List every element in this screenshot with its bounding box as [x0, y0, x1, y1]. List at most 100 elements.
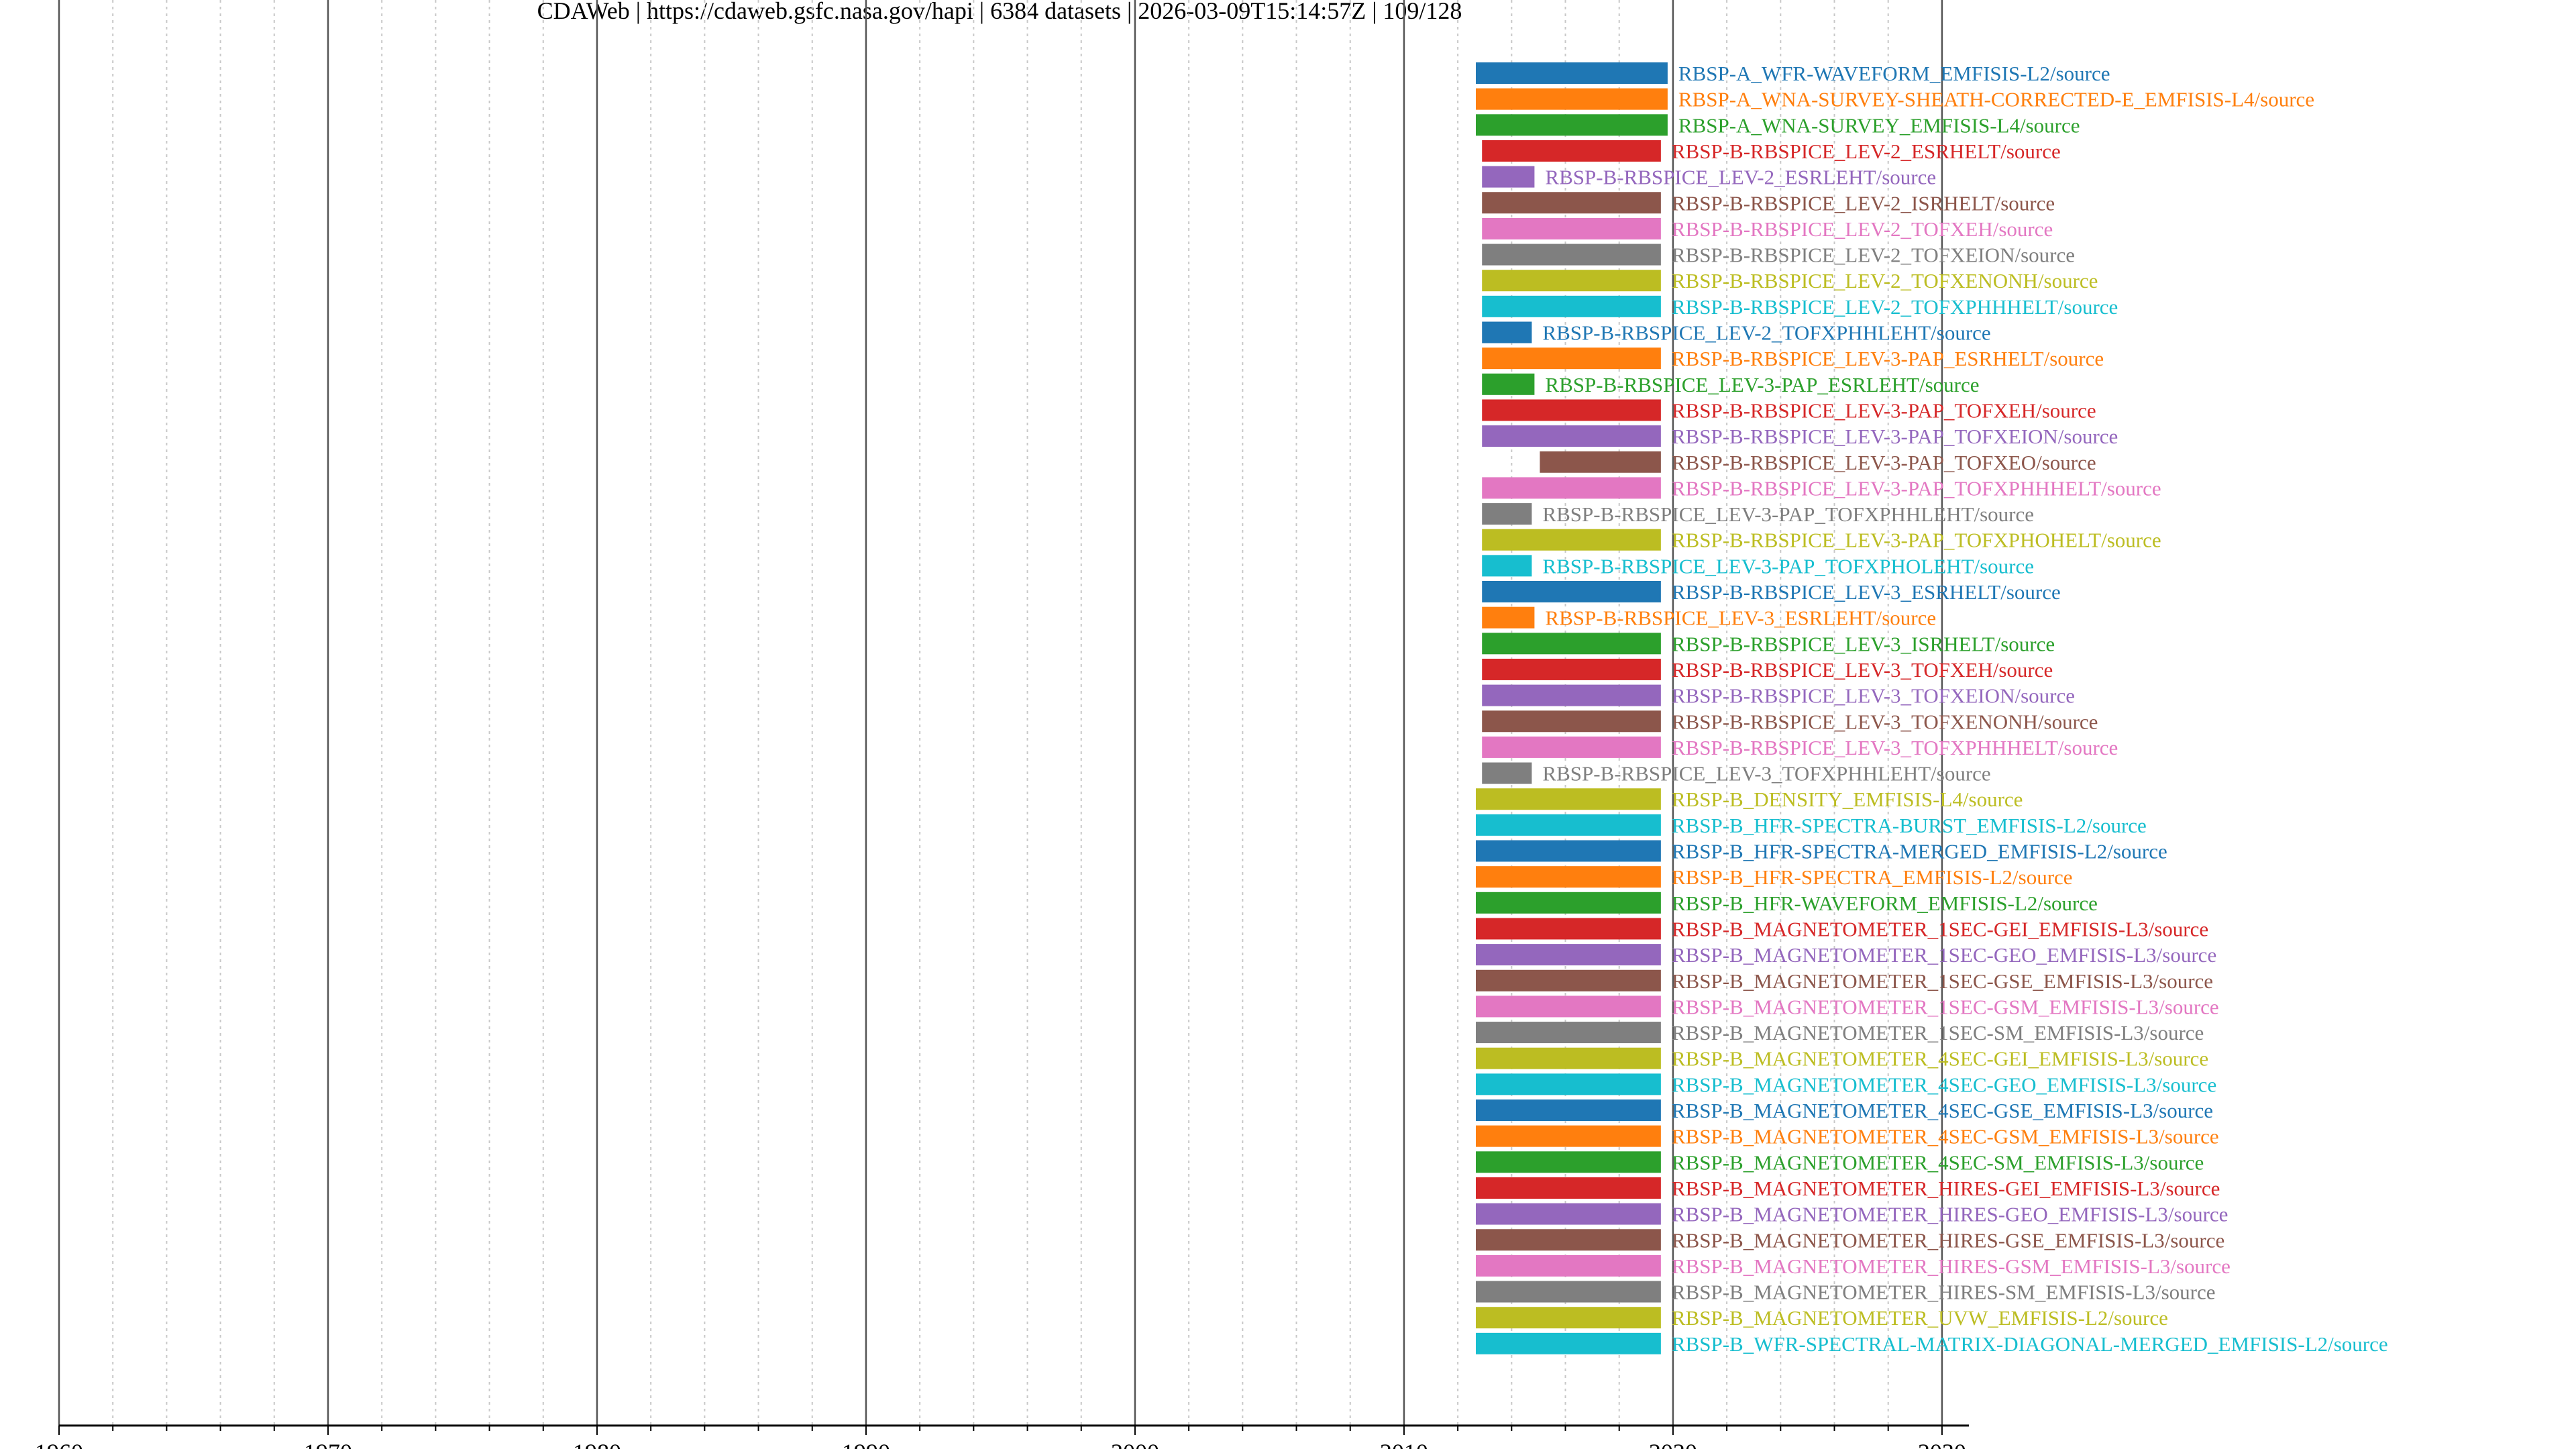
- bar-label: RBSP-B-RBSPICE_LEV-3-PAP_TOFXPHHHELT/sou…: [1672, 476, 2161, 500]
- bar-label: RBSP-B_MAGNETOMETER_4SEC-GSM_EMFISIS-L3/…: [1672, 1125, 2219, 1148]
- timeline-bar: [1475, 1177, 1661, 1199]
- bar-label: RBSP-B-RBSPICE_LEV-2_TOFXPHHHELT/source: [1672, 295, 2118, 319]
- bar-label: RBSP-B-RBSPICE_LEV-3-PAP_TOFXPHOLEHT/sou…: [1542, 554, 2034, 578]
- timeline-bar: [1475, 62, 1668, 84]
- timeline-bar: [1482, 321, 1532, 343]
- timeline-bar: [1475, 892, 1661, 914]
- bar-label: RBSP-B_MAGNETOMETER_HIRES-SM_EMFISIS-L3/…: [1672, 1281, 2216, 1304]
- x-tick-label: 2000: [1111, 1439, 1159, 1449]
- bar-label: RBSP-B-RBSPICE_LEV-3_TOFXENONH/source: [1672, 710, 2098, 733]
- x-tick-label: 2030: [1918, 1439, 1966, 1449]
- bar-label: RBSP-B_HFR-SPECTRA-BURST_EMFISIS-L2/sour…: [1672, 814, 2147, 837]
- bar-label: RBSP-B-RBSPICE_LEV-3-PAP_TOFXPHOHELT/sou…: [1672, 529, 2161, 552]
- timeline-bar: [1482, 581, 1661, 602]
- bar-label: RBSP-B_MAGNETOMETER_HIRES-GSE_EMFISIS-L3…: [1672, 1228, 2224, 1252]
- bar-label: RBSP-B-RBSPICE_LEV-3_TOFXPHHHELT/source: [1672, 736, 2118, 759]
- bar-label: RBSP-B_MAGNETOMETER_4SEC-GSE_EMFISIS-L3/…: [1672, 1099, 2213, 1122]
- bar-label: RBSP-B-RBSPICE_LEV-3-PAP_TOFXEION/source: [1672, 425, 2118, 448]
- bar-label: RBSP-B_MAGNETOMETER_1SEC-GSM_EMFISIS-L3/…: [1672, 995, 2219, 1018]
- bar-label: RBSP-B-RBSPICE_LEV-3_ISRHELT/source: [1672, 632, 2055, 655]
- timeline-bar: [1482, 529, 1661, 551]
- timeline-bar: [1482, 503, 1532, 525]
- x-tick-label: 1990: [842, 1439, 890, 1449]
- bar-label: RBSP-B_MAGNETOMETER_1SEC-GSE_EMFISIS-L3/…: [1672, 969, 2213, 993]
- timeline-bar: [1475, 1229, 1661, 1251]
- bar-label: RBSP-B_MAGNETOMETER_4SEC-GEO_EMFISIS-L3/…: [1672, 1073, 2216, 1096]
- timeline-bar: [1475, 814, 1661, 836]
- bar-label: RBSP-A_WFR-WAVEFORM_EMFISIS-L2/source: [1678, 62, 2110, 85]
- bar-label: RBSP-B-RBSPICE_LEV-3-PAP_ESRLEHT/source: [1545, 373, 1979, 396]
- timeline-bar: [1482, 710, 1661, 733]
- bar-label: RBSP-B_MAGNETOMETER_HIRES-GSM_EMFISIS-L3…: [1672, 1254, 2231, 1278]
- bar-label: RBSP-B-RBSPICE_LEV-3-PAP_ESRHELT/source: [1672, 347, 2104, 370]
- timeline-bar: [1475, 840, 1661, 862]
- bar-label: RBSP-B_MAGNETOMETER_1SEC-GEO_EMFISIS-L3/…: [1672, 943, 2216, 967]
- timeline-bar: [1475, 866, 1661, 888]
- timeline-bar: [1475, 1281, 1661, 1303]
- timeline-bar: [1482, 399, 1661, 421]
- x-tick-label: 1960: [35, 1439, 83, 1449]
- bars: [1475, 62, 1668, 1354]
- timeline-bar: [1475, 1307, 1661, 1329]
- bar-label: RBSP-B_MAGNETOMETER_UVW_EMFISIS-L2/sourc…: [1672, 1306, 2168, 1330]
- bar-label: RBSP-B-RBSPICE_LEV-2_ESRHELT/source: [1672, 140, 2061, 163]
- timeline-bar: [1482, 425, 1661, 447]
- timeline-bar: [1475, 1203, 1661, 1225]
- bar-label: RBSP-B_MAGNETOMETER_1SEC-GEI_EMFISIS-L3/…: [1672, 917, 2208, 941]
- timeline-bar: [1475, 1047, 1661, 1069]
- x-tick-label: 2010: [1380, 1439, 1428, 1449]
- x-tick-label: 1980: [573, 1439, 621, 1449]
- bar-label: RBSP-B-RBSPICE_LEV-3_TOFXPHHLEHT/source: [1542, 762, 1990, 786]
- x-axis: 1960 1970 1980 1990 2000 2010 2020 2030: [35, 1424, 1969, 1449]
- timeline-bar: [1482, 270, 1661, 292]
- bar-label: RBSP-A_WNA-SURVEY-SHEATH-CORRECTED-E_EMF…: [1678, 88, 2314, 111]
- timeline-bar: [1482, 477, 1661, 499]
- bar-label: RBSP-B_MAGNETOMETER_HIRES-GEI_EMFISIS-L3…: [1672, 1177, 2220, 1200]
- timeline-bar: [1475, 1151, 1661, 1173]
- x-tick-label: 1970: [304, 1439, 352, 1449]
- timeline-bar: [1482, 192, 1661, 214]
- bar-label: RBSP-B_HFR-SPECTRA-MERGED_EMFISIS-L2/sou…: [1672, 840, 2167, 863]
- bar-label: RBSP-B-RBSPICE_LEV-2_TOFXEH/source: [1672, 217, 2053, 241]
- bar-label: RBSP-A_WNA-SURVEY_EMFISIS-L4/source: [1678, 113, 2080, 137]
- bar-label: RBSP-B-RBSPICE_LEV-3-PAP_TOFXEO/source: [1672, 451, 2096, 474]
- timeline-bar: [1482, 373, 1535, 395]
- timeline-bar: [1482, 166, 1535, 188]
- bar-label: RBSP-B-RBSPICE_LEV-3_TOFXEH/source: [1672, 658, 2053, 682]
- bar-label: RBSP-B_WFR-SPECTRAL-MATRIX-DIAGONAL-MERG…: [1672, 1332, 2388, 1356]
- bar-label: RBSP-B_HFR-WAVEFORM_EMFISIS-L2/source: [1672, 892, 2098, 915]
- bar-label: RBSP-B_MAGNETOMETER_4SEC-GEI_EMFISIS-L3/…: [1672, 1047, 2208, 1071]
- bar-label: RBSP-B_MAGNETOMETER_4SEC-SM_EMFISIS-L3/s…: [1672, 1150, 2204, 1174]
- bar-label: RBSP-B-RBSPICE_LEV-2_ESRLEHT/source: [1545, 166, 1936, 189]
- bar-label: RBSP-B-RBSPICE_LEV-3_ESRHELT/source: [1672, 580, 2061, 604]
- timeline-bar: [1482, 658, 1661, 680]
- timeline-bar: [1475, 918, 1661, 940]
- timeline-bar: [1475, 1125, 1661, 1147]
- timeline-bar: [1475, 969, 1661, 991]
- bar-label: RBSP-B_HFR-SPECTRA_EMFISIS-L2/source: [1672, 865, 2073, 889]
- bar-label: RBSP-B_MAGNETOMETER_1SEC-SM_EMFISIS-L3/s…: [1672, 1021, 2204, 1044]
- timeline-bar: [1475, 996, 1661, 1018]
- timeline-bar: [1482, 217, 1661, 239]
- timeline-bar: [1482, 555, 1532, 577]
- timeline-bar: [1482, 736, 1661, 758]
- timeline-bar: [1540, 451, 1661, 473]
- bar-label: RBSP-B-RBSPICE_LEV-3-PAP_TOFXEH/source: [1672, 398, 2096, 422]
- bar-label: RBSP-B-RBSPICE_LEV-2_ISRHELT/source: [1672, 191, 2055, 215]
- timeline-bar: [1475, 1254, 1661, 1277]
- bar-labels: RBSP-A_WFR-WAVEFORM_EMFISIS-L2/source RBS…: [1542, 62, 2387, 1356]
- timeline-bar: [1475, 944, 1661, 966]
- timeline-bar: [1482, 762, 1532, 784]
- bar-label: RBSP-B-RBSPICE_LEV-2_TOFXEION/source: [1672, 244, 2075, 267]
- x-tick-label: 2020: [1649, 1439, 1697, 1449]
- timeline-bar: [1475, 1022, 1661, 1044]
- timeline-bar: [1475, 1073, 1661, 1095]
- grid: [58, 0, 1943, 1426]
- bar-label: RBSP-B-RBSPICE_LEV-3_ESRLEHT/source: [1545, 606, 1936, 630]
- timeline-bar: [1475, 1099, 1661, 1121]
- timeline-bar: [1482, 347, 1661, 370]
- bar-label: RBSP-B-RBSPICE_LEV-2_TOFXENONH/source: [1672, 269, 2098, 292]
- timeline-bar: [1475, 788, 1661, 810]
- timeline-bar: [1482, 606, 1535, 629]
